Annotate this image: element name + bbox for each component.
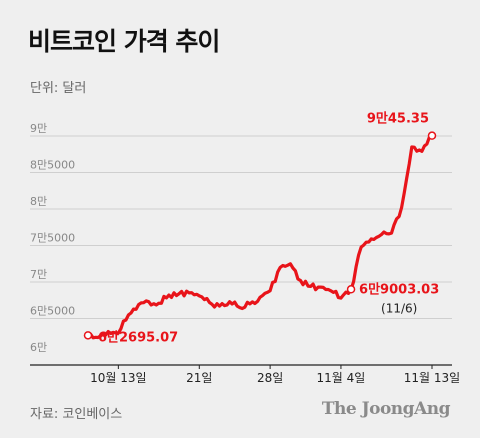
annotation-sublabel: (11/6) <box>381 301 417 315</box>
x-tick-label: 21일 <box>186 371 212 385</box>
x-axis-ticks: 10월 13일 21일 28일 11월 4일 11월 13일 <box>90 365 460 385</box>
price-line <box>86 134 434 340</box>
y-tick-label: 7만5000 <box>30 232 75 245</box>
x-tick-label: 11월 4일 <box>317 371 366 385</box>
y-tick-label: 8만5000 <box>30 159 75 172</box>
y-tick-label: 8만 <box>30 195 47 208</box>
annotation-marker <box>427 131 437 140</box>
y-tick-label: 6만5000 <box>30 305 75 318</box>
x-tick-label: 11월 13일 <box>404 371 460 385</box>
annotations: 6만2695.07 6만9003.03 (11/6) 9만45.35 <box>83 111 439 345</box>
y-axis-ticks: 9만 8만5000 8만 7만5000 7만 6만5000 6만 <box>30 122 75 354</box>
y-tick-label: 9만 <box>30 122 47 135</box>
y-tick-label: 6만 <box>30 341 47 354</box>
annotation-label: 6만2695.07 <box>98 329 178 345</box>
brand-logo: The JoongAng <box>321 399 451 419</box>
grid-lines <box>30 135 452 319</box>
x-tick-label: 28일 <box>257 371 283 385</box>
annotation-marker <box>346 285 356 294</box>
y-tick-label: 7만 <box>30 268 47 281</box>
chart-title: 비트코인 가격 추이 <box>28 27 220 56</box>
source-label: 자료: 코인베이스 <box>30 407 123 422</box>
x-tick-label: 10월 13일 <box>90 371 146 385</box>
annotation-marker <box>83 331 93 340</box>
unit-label: 단위: 달러 <box>30 81 87 96</box>
annotation-label: 6만9003.03 <box>359 281 439 297</box>
annotation-label: 9만45.35 <box>367 111 429 127</box>
